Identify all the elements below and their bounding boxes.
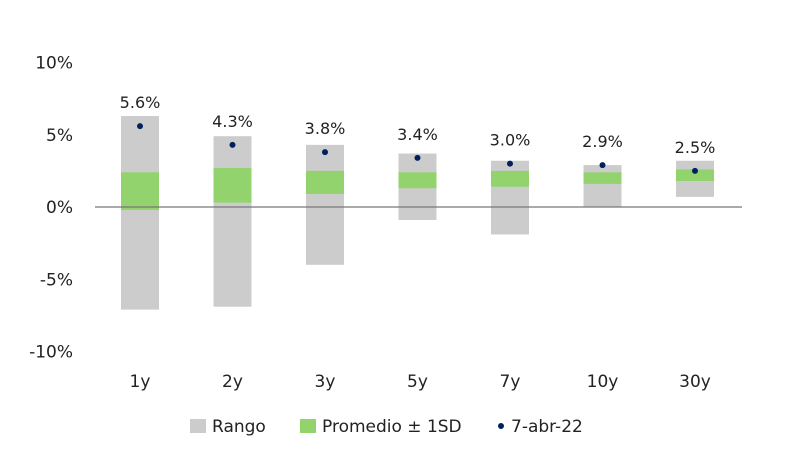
legend-label: Rango <box>212 417 266 437</box>
sd-bar <box>121 172 159 210</box>
x-tick-label: 2y <box>222 372 243 392</box>
data-label: 3.4% <box>397 125 438 144</box>
y-tick-label: 5% <box>46 126 73 146</box>
y-tick-label: 0% <box>46 198 73 218</box>
x-tick-label: 3y <box>315 372 336 392</box>
legend-swatch <box>300 419 316 433</box>
range-bar <box>583 165 622 207</box>
legend-marker <box>498 423 504 429</box>
legend-label: Promedio ± 1SD <box>322 417 462 437</box>
current-point <box>692 167 698 174</box>
current-point <box>507 160 513 167</box>
data-label: 2.5% <box>675 138 716 157</box>
x-tick-label: 10y <box>587 372 619 392</box>
sd-bar <box>306 170 344 194</box>
sd-bar <box>676 169 714 181</box>
data-label: 3.0% <box>490 131 531 150</box>
y-tick-label: -5% <box>40 270 73 290</box>
sd-bar <box>491 170 529 187</box>
y-tick-label: 10% <box>35 54 73 74</box>
data-label: 2.9% <box>582 132 623 151</box>
sd-bar <box>583 172 622 184</box>
current-point <box>137 123 143 130</box>
data-label: 3.8% <box>305 119 346 138</box>
current-point <box>414 154 421 161</box>
current-point <box>322 149 328 156</box>
y-tick-label: -10% <box>29 343 73 363</box>
data-label: 5.6% <box>120 93 161 112</box>
range-bar <box>213 136 252 307</box>
sd-bar <box>213 167 252 203</box>
range-bar <box>306 144 344 265</box>
x-tick-label: 30y <box>679 372 711 392</box>
legend-swatch <box>190 419 206 433</box>
sd-bar <box>398 172 437 189</box>
legend-label: 7-abr-22 <box>511 417 583 437</box>
current-point <box>599 162 606 169</box>
data-label: 4.3% <box>212 112 253 131</box>
current-point <box>229 141 236 148</box>
x-tick-label: 7y <box>500 372 521 392</box>
x-tick-label: 5y <box>407 372 428 392</box>
x-tick-label: 1y <box>130 372 151 392</box>
range-bar <box>121 115 159 310</box>
